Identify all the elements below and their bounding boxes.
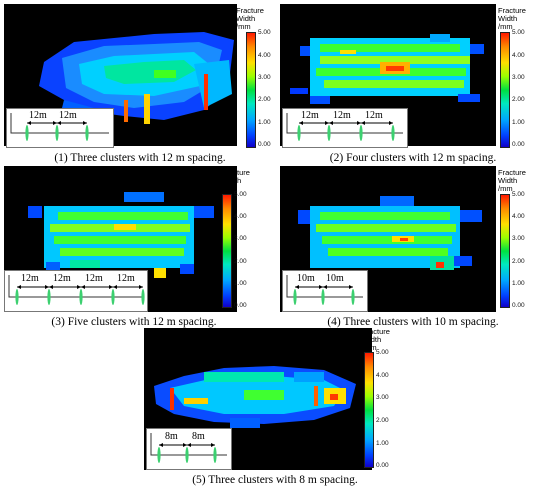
tick-label: 1.00 [234, 280, 247, 287]
spacing-label: 10m [297, 273, 315, 284]
spacing-label: 10m [326, 273, 344, 284]
tick-label: 2.00 [376, 417, 389, 424]
spacing-label: 12m [85, 273, 103, 284]
colorbar-title-4: Fracture Width/mm [498, 168, 526, 193]
spacing-label: 12m [333, 110, 351, 121]
colorbar-4 [500, 194, 510, 308]
fracture-render-1 [4, 4, 237, 146]
colorbar-5 [364, 352, 374, 468]
tick-label: 1.00 [512, 280, 525, 287]
tick-label: 5.00 [258, 29, 271, 36]
tick-label: 5.00 [512, 29, 525, 36]
spacing-label: 12m [59, 110, 77, 121]
colorbar-title-1: Fracture Width/mm [236, 6, 264, 31]
caption-4: (4) Three clusters with 10 m spacing. [327, 316, 499, 328]
spacing-label: 12m [301, 110, 319, 121]
colorbar-title-5: Fracture Width/mm [362, 327, 390, 352]
fracture-render-5 [144, 328, 372, 470]
colorbar-3 [222, 194, 232, 308]
well-spacing-inset-3: 12m 12m 12m 12m [4, 270, 148, 312]
caption-2: (2) Four clusters with 12 m spacing. [329, 152, 497, 164]
colorbar-2 [500, 32, 510, 148]
tick-label: 1.00 [512, 119, 525, 126]
tick-label: 0.00 [512, 141, 525, 148]
tick-label: 2.00 [512, 258, 525, 265]
colorbar-title-2: Fracture Width/mm [498, 6, 526, 31]
spacing-label: 12m [365, 110, 383, 121]
tick-label: 4.00 [376, 372, 389, 379]
tick-label: 0.00 [376, 462, 389, 469]
tick-label: 1.00 [376, 440, 389, 447]
spacing-label: 8m [192, 431, 205, 442]
tick-label: 0.00 [258, 141, 271, 148]
tick-label: 1.00 [258, 119, 271, 126]
caption-3: (3) Five clusters with 12 m spacing. [51, 316, 217, 328]
tick-label: 4.00 [258, 52, 271, 59]
tick-label: 3.00 [376, 394, 389, 401]
tick-label: 5.00 [234, 191, 247, 198]
spacing-label: 12m [29, 110, 47, 121]
tick-label: 2.00 [234, 258, 247, 265]
tick-label: 4.00 [512, 213, 525, 220]
tick-label: 3.00 [512, 235, 525, 242]
spacing-label: 8m [165, 431, 178, 442]
colorbar-1 [246, 32, 256, 148]
tick-label: 5.00 [376, 349, 389, 356]
colorbar-title-3: Fracture Width/mm [222, 168, 250, 193]
well-spacing-inset-2: 12m 12m 12m [282, 108, 408, 148]
well-spacing-inset-4: 10m 10m [282, 270, 368, 312]
tick-label: 4.00 [234, 213, 247, 220]
spacing-label: 12m [21, 273, 39, 284]
well-spacing-inset-5: 8m 8m [146, 428, 232, 470]
spacing-label: 12m [53, 273, 71, 284]
spacing-label: 12m [117, 273, 135, 284]
tick-label: 2.00 [512, 96, 525, 103]
caption-5: (5) Three clusters with 8 m spacing. [192, 474, 358, 486]
tick-label: 3.00 [512, 74, 525, 81]
tick-label: 2.00 [258, 96, 271, 103]
tick-label: 5.00 [512, 191, 525, 198]
tick-label: 0.00 [234, 302, 247, 309]
tick-label: 3.00 [234, 235, 247, 242]
tick-label: 0.00 [512, 302, 525, 309]
caption-1: (1) Three clusters with 12 m spacing. [54, 152, 226, 164]
tick-label: 3.00 [258, 74, 271, 81]
well-spacing-inset-1: 12m 12m [6, 108, 114, 148]
tick-label: 4.00 [512, 52, 525, 59]
